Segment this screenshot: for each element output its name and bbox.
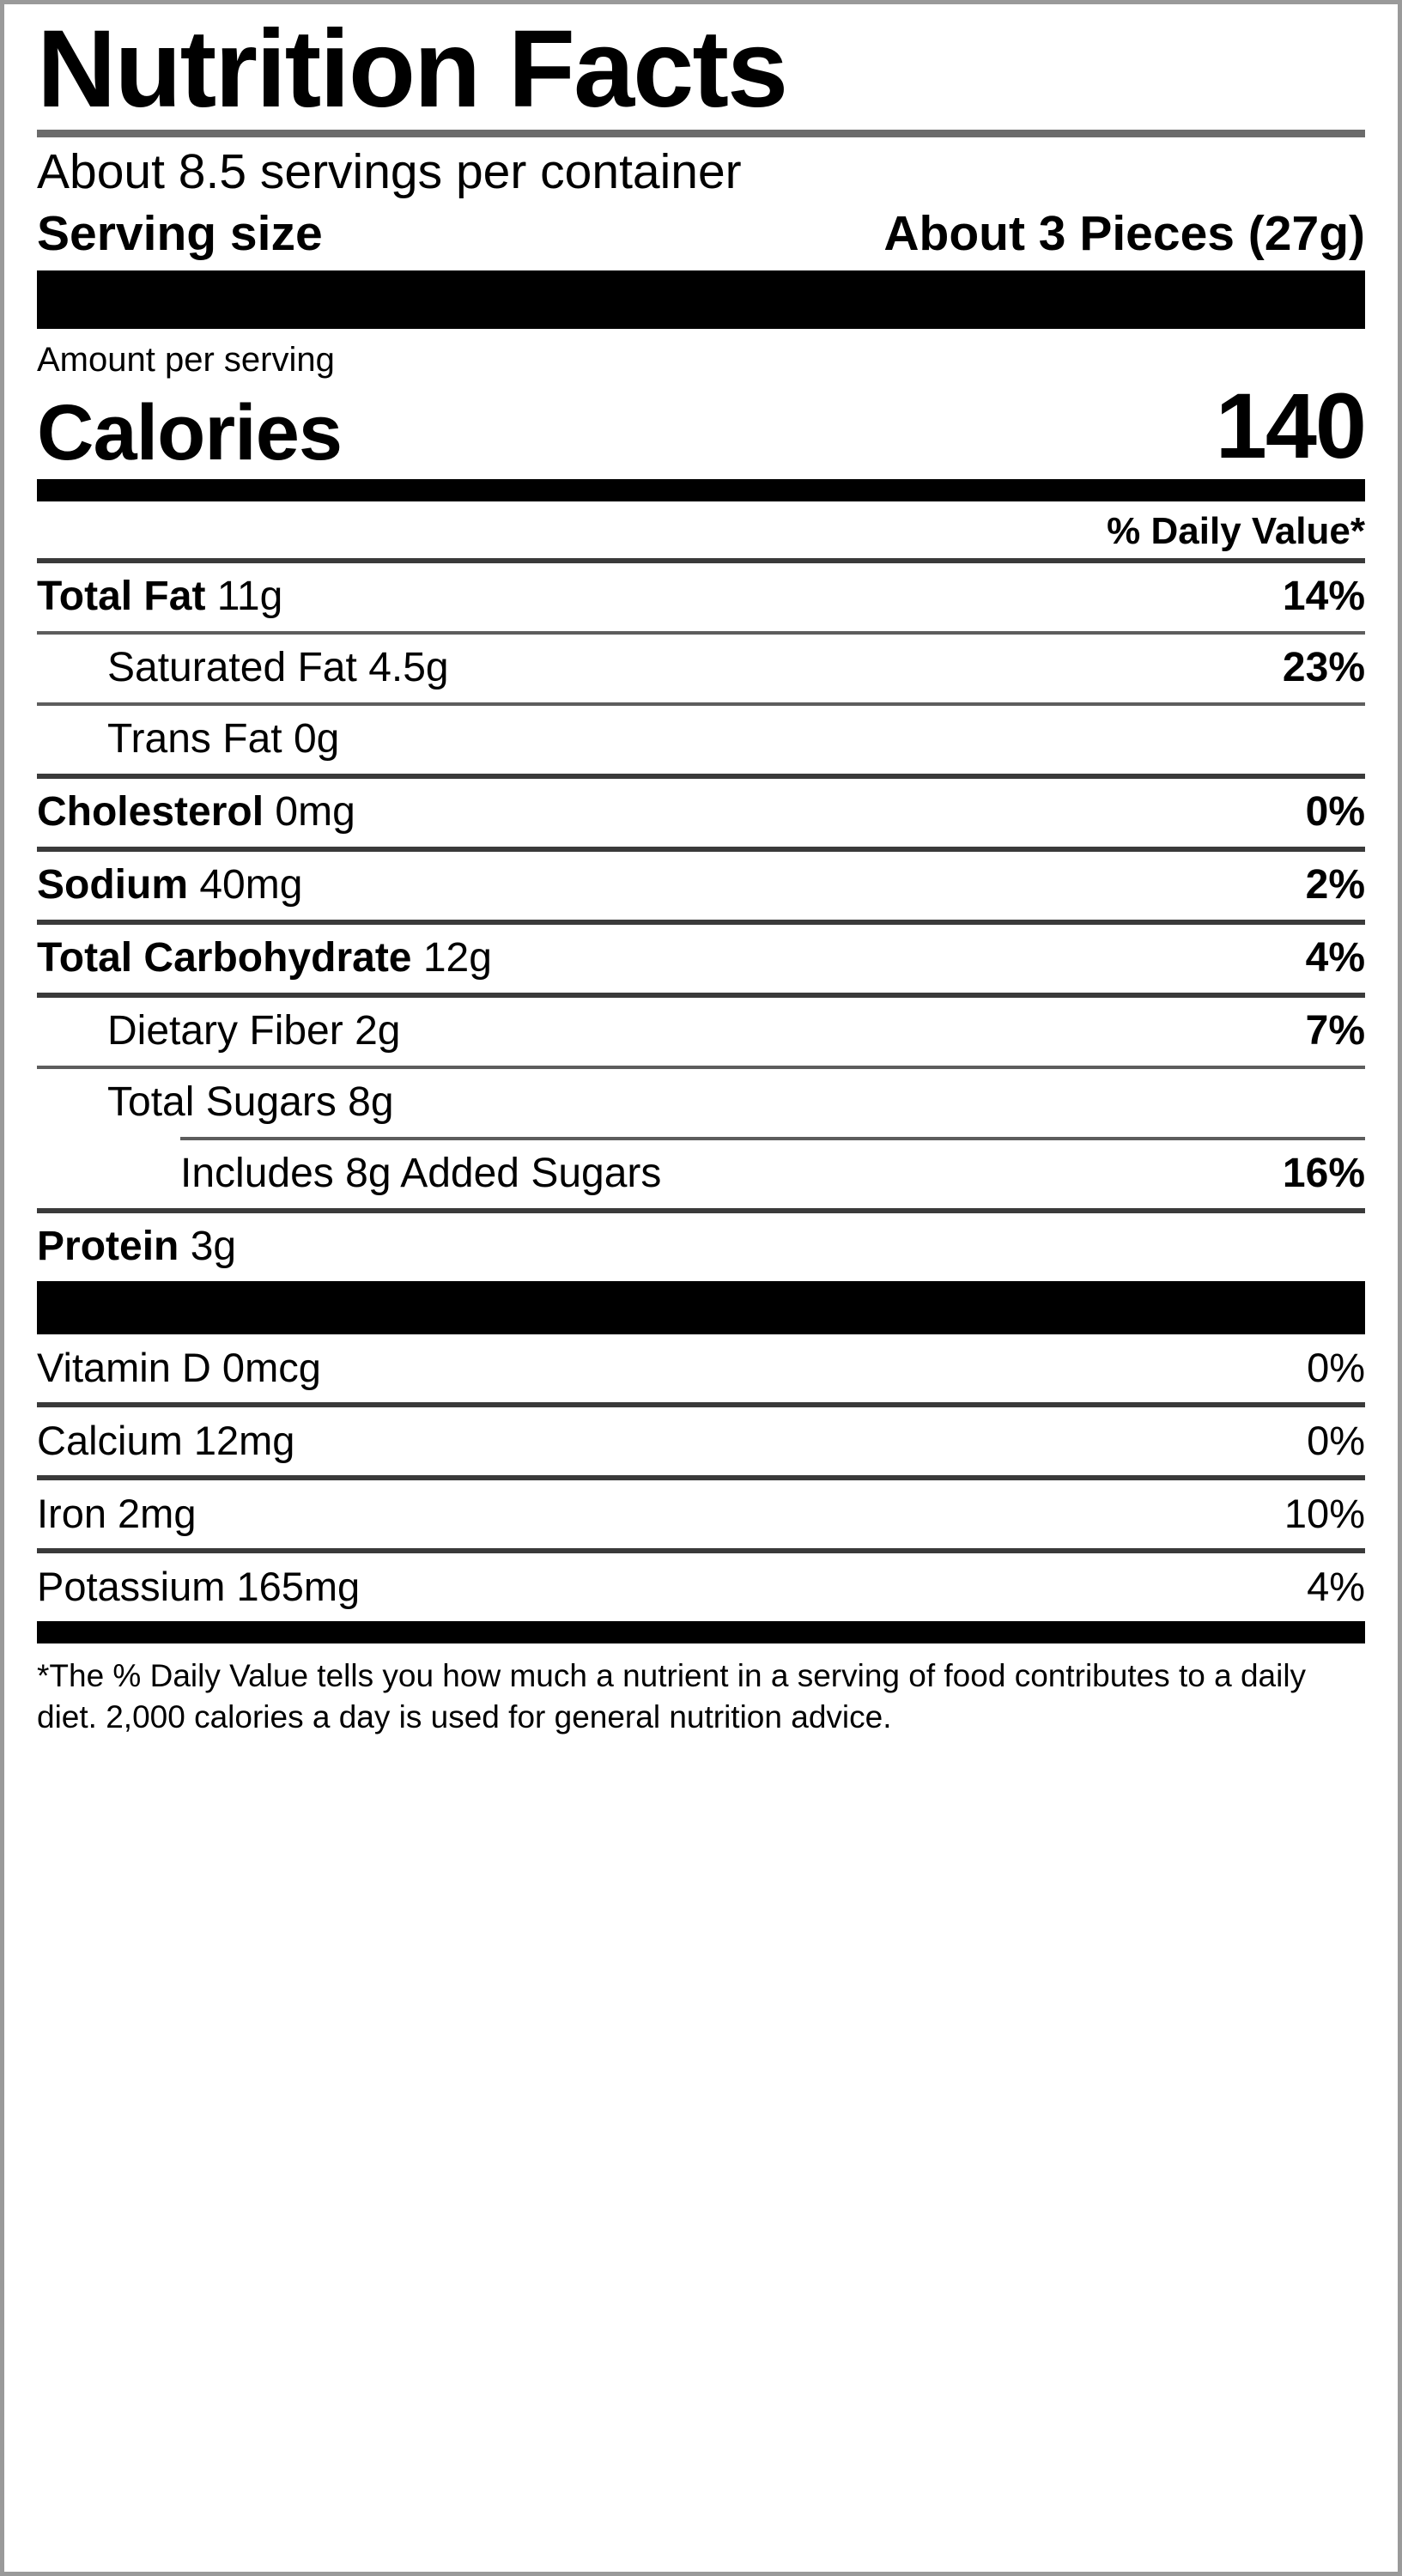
nutrient-percent-total-fat: 14% [1282, 574, 1365, 620]
nutrient-row-sodium: Sodium 40mg 2% [37, 852, 1365, 920]
micronutrient-name-iron: Iron 2mg [37, 1491, 197, 1537]
nutrient-label-cholesterol: Cholesterol [37, 789, 264, 835]
nutrient-row-trans-fat: Trans Fat 0g [37, 706, 1365, 774]
nutrient-amount-cholesterol: 0mg [275, 789, 355, 835]
nutrient-name-added-sugars: Includes 8g Added Sugars [180, 1151, 662, 1197]
row-divider [37, 702, 1365, 707]
nutrient-name-trans-fat: Trans Fat 0g [107, 715, 339, 762]
nutrient-row-dietary-fiber: Dietary Fiber 2g 7% [37, 998, 1365, 1066]
row-divider [37, 993, 1365, 999]
nutrient-percent-sodium: 2% [1305, 862, 1365, 908]
nutrient-percent-total-carbohydrate: 4% [1305, 935, 1365, 981]
calories-row: Calories 140 [37, 374, 1367, 479]
calories-label: Calories [37, 389, 343, 477]
micronutrient-name-vitamin-d: Vitamin D 0mcg [37, 1345, 321, 1391]
daily-value-divider [37, 558, 1365, 564]
nutrient-amount-sodium: 40mg [199, 862, 303, 908]
nutrient-amount-total-sugars: 8g [348, 1079, 394, 1126]
micronutrient-percent-iron: 10% [1284, 1491, 1365, 1537]
serving-size-value: About 3 Pieces (27g) [883, 205, 1365, 261]
nutrient-percent-dietary-fiber: 7% [1305, 1008, 1365, 1054]
nutrient-amount-total-carbohydrate: 12g [422, 935, 492, 981]
micronutrient-row-vitamin-d: Vitamin D 0mcg 0% [37, 1334, 1365, 1402]
nutrient-row-total-sugars: Total Sugars 8g [37, 1069, 1365, 1137]
nutrient-name-protein: Protein 3g [37, 1223, 236, 1270]
row-divider [37, 1208, 1365, 1214]
nutrient-label-protein: Protein [37, 1224, 179, 1270]
nutrient-label-dietary-fiber: Dietary Fiber [107, 1008, 343, 1054]
row-divider [37, 774, 1365, 780]
page-title: Nutrition Facts [37, 8, 788, 131]
title-divider [37, 130, 1365, 137]
nutrient-label-total-sugars: Total Sugars [107, 1079, 337, 1126]
nutrient-amount-saturated-fat: 4.5g [368, 645, 449, 691]
micronutrient-row-calcium: Calcium 12mg 0% [37, 1407, 1365, 1475]
calories-value: 140 [1215, 374, 1367, 478]
micronutrient-name-calcium: Calcium 12mg [37, 1418, 295, 1464]
nutrient-amount-dietary-fiber: 2g [355, 1008, 401, 1054]
row-divider [37, 920, 1365, 926]
nutrient-row-saturated-fat: Saturated Fat 4.5g 23% [37, 635, 1365, 702]
nutrient-name-cholesterol: Cholesterol 0mg [37, 788, 355, 835]
row-divider [37, 1475, 1365, 1481]
nutrient-percent-saturated-fat: 23% [1282, 645, 1365, 691]
nutrient-name-total-carbohydrate: Total Carbohydrate 12g [37, 934, 492, 981]
row-divider [37, 1066, 1365, 1070]
row-divider [37, 1402, 1365, 1408]
nutrient-name-dietary-fiber: Dietary Fiber 2g [107, 1007, 400, 1054]
row-divider-indented [180, 1137, 1365, 1141]
micronutrient-percent-vitamin-d: 0% [1307, 1345, 1365, 1391]
amount-per-serving-label: Amount per serving [37, 341, 335, 380]
row-divider [37, 1548, 1365, 1554]
nutrient-row-total-fat: Total Fat 11g 14% [37, 563, 1365, 631]
nutrient-label-trans-fat: Trans Fat [107, 716, 282, 762]
row-divider [37, 847, 1365, 853]
nutrient-label-sodium: Sodium [37, 862, 188, 908]
nutrient-row-protein: Protein 3g [37, 1213, 1365, 1281]
daily-value-footnote: *The % Daily Value tells you how much a … [37, 1658, 1307, 1735]
nutrient-row-cholesterol: Cholesterol 0mg 0% [37, 779, 1365, 847]
micronutrient-percent-potassium: 4% [1307, 1564, 1365, 1610]
daily-value-header: % Daily Value* [1107, 510, 1365, 553]
micronutrient-row-iron: Iron 2mg 10% [37, 1480, 1365, 1548]
footnote-divider [37, 1621, 1365, 1644]
nutrient-name-total-sugars: Total Sugars 8g [107, 1078, 394, 1126]
nutrient-row-total-carbohydrate: Total Carbohydrate 12g 4% [37, 925, 1365, 993]
serving-section-divider [37, 270, 1365, 330]
nutrient-row-added-sugars: Includes 8g Added Sugars 16% [37, 1140, 1365, 1208]
row-divider [37, 631, 1365, 635]
micronutrient-section-divider [37, 1281, 1365, 1335]
serving-size-row: Serving size About 3 Pieces (27g) [37, 203, 1365, 271]
nutrient-amount-trans-fat: 0g [293, 716, 340, 762]
serving-size-label: Serving size [37, 205, 323, 261]
nutrient-label-saturated-fat: Saturated Fat [107, 645, 357, 691]
nutrient-name-total-fat: Total Fat 11g [37, 573, 282, 620]
nutrient-percent-added-sugars: 16% [1282, 1151, 1365, 1197]
nutrient-label-total-carbohydrate: Total Carbohydrate [37, 935, 412, 981]
micronutrient-percent-calcium: 0% [1307, 1418, 1365, 1464]
calories-divider [37, 479, 1365, 502]
nutrient-label-total-fat: Total Fat [37, 574, 206, 620]
nutrient-name-saturated-fat: Saturated Fat 4.5g [107, 644, 449, 691]
nutrient-name-sodium: Sodium 40mg [37, 861, 302, 908]
micronutrient-row-potassium: Potassium 165mg 4% [37, 1553, 1365, 1621]
nutrient-amount-total-fat: 11g [216, 574, 283, 620]
micronutrient-name-potassium: Potassium 165mg [37, 1564, 361, 1610]
servings-per-container: About 8.5 servings per container [37, 144, 742, 199]
nutrient-amount-protein: 3g [190, 1224, 237, 1270]
nutrient-percent-cholesterol: 0% [1305, 789, 1365, 835]
